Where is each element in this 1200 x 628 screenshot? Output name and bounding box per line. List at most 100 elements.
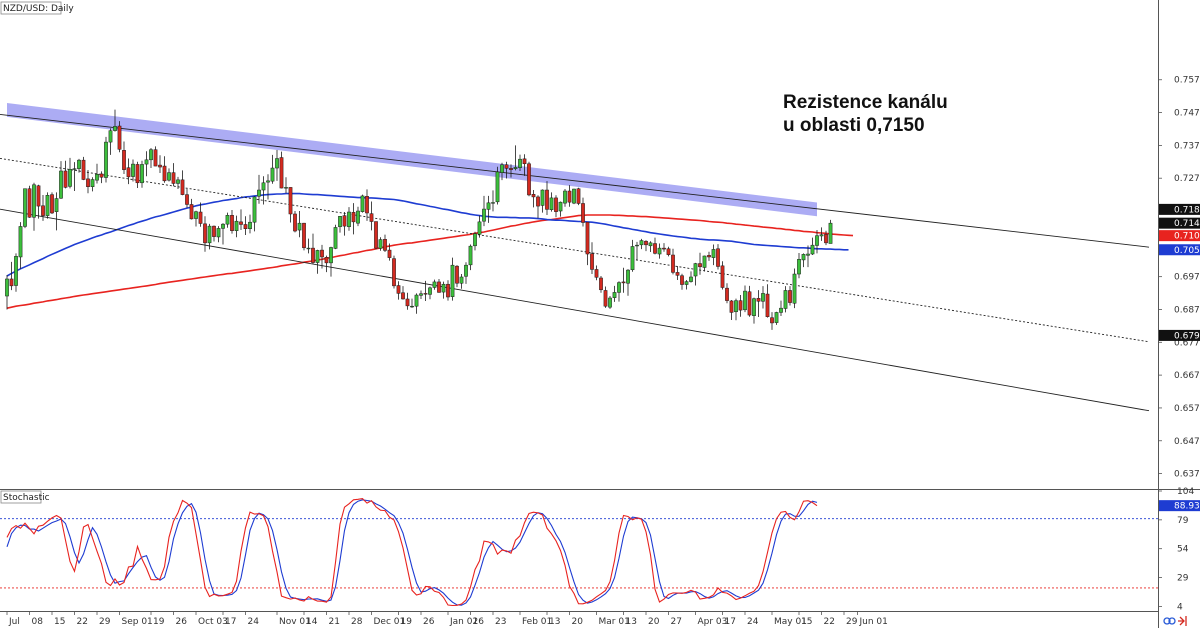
candle-body — [162, 165, 167, 182]
price-tick-label: 0.7477 — [1174, 109, 1200, 119]
candle — [369, 201, 374, 231]
candle-body — [711, 249, 716, 258]
candle-body — [693, 263, 698, 277]
candle — [90, 177, 95, 192]
price-tick-label: 0.7577 — [1174, 76, 1200, 86]
candle — [630, 239, 635, 272]
candle — [509, 164, 513, 178]
candle-body — [428, 287, 432, 295]
stochastic-title: Stochastic — [3, 493, 50, 503]
corner-icons[interactable] — [1163, 616, 1187, 626]
time-tick-label: 29 — [99, 617, 111, 627]
time-tick-label: 19 — [401, 617, 413, 627]
candle-body — [527, 163, 531, 196]
candle-body — [639, 240, 644, 246]
candle-body — [320, 249, 324, 258]
candle-body — [648, 242, 653, 247]
time-tick-label: 15 — [801, 617, 812, 627]
candle-body — [437, 281, 441, 293]
price-tick-label: 0.6777 — [1174, 338, 1200, 348]
candle-body — [590, 253, 594, 270]
candle — [248, 214, 252, 234]
candle — [32, 182, 36, 231]
price-badge: 0.7102 — [1159, 230, 1200, 242]
candle-body — [153, 149, 158, 167]
candle-body — [405, 298, 410, 307]
candle-body — [212, 225, 216, 237]
candle — [9, 261, 14, 291]
time-tick-label: 29 — [846, 617, 858, 627]
candle-body — [131, 163, 135, 177]
candle — [626, 269, 630, 296]
candle — [212, 225, 216, 242]
candle-body — [225, 215, 230, 225]
candle — [810, 237, 815, 256]
candle — [23, 188, 27, 229]
annotation-line-1: Rezistence kanálu — [783, 92, 948, 113]
candle-body — [608, 297, 612, 308]
candle — [585, 221, 590, 266]
candle-body — [752, 298, 756, 316]
price-badge-bg — [1159, 329, 1200, 341]
candle-body — [194, 211, 198, 219]
resistance-band-layer — [7, 103, 817, 217]
candle-body — [801, 254, 806, 261]
candle-body — [126, 167, 131, 178]
time-tick-label: Jun 01 — [859, 617, 888, 627]
candle — [801, 253, 806, 268]
candle-body — [450, 264, 455, 297]
candle — [815, 230, 819, 254]
candle-body — [545, 189, 549, 210]
price-axis: 0.7577 0.7477 0.7377 0.7277 0.6977 0.6877 0.67… — [1158, 76, 1200, 480]
candle-body — [621, 281, 626, 284]
candle — [792, 268, 797, 309]
time-tick-label: 15 — [54, 617, 65, 627]
candle-body — [140, 164, 144, 184]
candle — [149, 148, 153, 169]
candle-body — [441, 283, 446, 293]
link-icon[interactable] — [1163, 617, 1176, 625]
candle — [536, 195, 540, 219]
candle — [221, 223, 225, 245]
price-tick-label: 0.7277 — [1174, 174, 1200, 184]
candle-body — [747, 291, 752, 316]
candle-body — [293, 213, 297, 232]
candle — [455, 265, 459, 288]
channel-upper-line — [0, 113, 1150, 248]
candle — [698, 252, 702, 275]
candle — [324, 255, 329, 273]
candle-body — [572, 188, 576, 204]
candle — [581, 197, 585, 227]
candle-body — [401, 292, 405, 300]
candle-body — [347, 211, 351, 228]
candle — [473, 231, 477, 251]
stochastic-badge-label: 88.93 — [1174, 502, 1200, 512]
candle — [599, 276, 603, 293]
price-badge-bg — [1159, 230, 1200, 242]
stochastic-tick-label: 79 — [1177, 516, 1189, 526]
candle — [527, 161, 531, 197]
candle — [711, 244, 716, 266]
candle — [770, 312, 774, 330]
candle-body — [270, 167, 275, 182]
candle-body — [680, 275, 684, 285]
candle — [725, 283, 729, 304]
goto-latest-icon[interactable] — [1178, 616, 1187, 626]
stochastic-tick-label: 4 — [1177, 602, 1183, 612]
candle — [657, 243, 662, 259]
candle — [50, 192, 54, 214]
candle-body — [797, 259, 801, 275]
stochastic-tick-label: 54 — [1177, 545, 1189, 555]
candle-body — [248, 221, 252, 229]
stochastic-panel — [0, 498, 1158, 607]
candle-body — [383, 238, 387, 251]
candle-body — [288, 187, 293, 215]
candle — [720, 261, 725, 290]
candle — [72, 162, 77, 192]
candle-body — [311, 247, 315, 263]
candle-body — [297, 222, 302, 231]
channel-lower-line — [0, 208, 1150, 412]
candle — [113, 109, 117, 132]
